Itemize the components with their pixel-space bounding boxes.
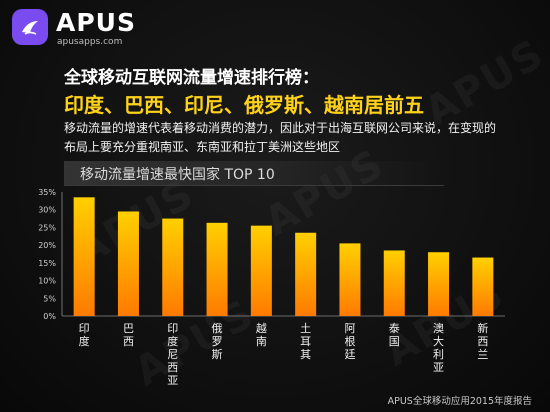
page-title: 全球移动互联网流量增速排行榜： [64, 68, 319, 88]
x-tick-label: 越南 [256, 321, 267, 348]
x-tick-label: 澳大利亚 [433, 322, 444, 374]
bar [250, 225, 272, 316]
bar [117, 211, 139, 316]
y-tick-label: 10% [38, 277, 56, 286]
chart-title-bar: 移动流量增速最快国家 TOP 10 [64, 161, 444, 186]
bar [162, 218, 184, 316]
y-tick-label: 30% [38, 206, 56, 215]
bar [383, 250, 405, 316]
brand-website: apusapps.com [57, 37, 123, 47]
y-tick-label: 15% [38, 259, 56, 268]
y-tick-label: 35% [38, 188, 56, 197]
bar [295, 232, 317, 316]
bar [73, 197, 95, 316]
report-source: APUS全球移动应用2015年度报告 [387, 396, 532, 407]
brand-name: APUS [56, 8, 136, 37]
y-tick-label: 25% [38, 223, 56, 232]
x-tick-label: 阿根廷 [344, 322, 355, 361]
x-tick-label: 土耳其 [300, 322, 311, 361]
x-tick-label: 俄罗斯 [212, 322, 223, 361]
bar [339, 243, 361, 316]
description-line-2: 布局上要充分重视南亚、东南亚和拉丁美洲这些地区 [64, 140, 341, 154]
y-tick-label: 20% [38, 241, 56, 250]
bar [428, 252, 450, 316]
x-tick-label: 新西兰 [477, 321, 488, 361]
apus-logo-icon [12, 9, 48, 45]
x-tick-label: 泰国 [389, 321, 400, 348]
x-tick-label: 印度尼西亚 [167, 322, 178, 387]
page-subtitle: 印度、巴西、印尼、俄罗斯、越南居前五 [64, 93, 424, 117]
chart-title: 移动流量增速最快国家 TOP 10 [80, 167, 275, 183]
x-tick-label: 巴西 [123, 322, 134, 348]
bar [206, 222, 228, 316]
bar [472, 257, 494, 316]
x-tick-label: 印度 [79, 322, 90, 348]
description-line-1: 移动流量的增速代表着移动消费的潜力，因此对于出海互联网公司来说，在变现的 [64, 121, 497, 135]
y-tick-label: 5% [43, 294, 56, 303]
y-tick-label: 0% [43, 312, 56, 321]
